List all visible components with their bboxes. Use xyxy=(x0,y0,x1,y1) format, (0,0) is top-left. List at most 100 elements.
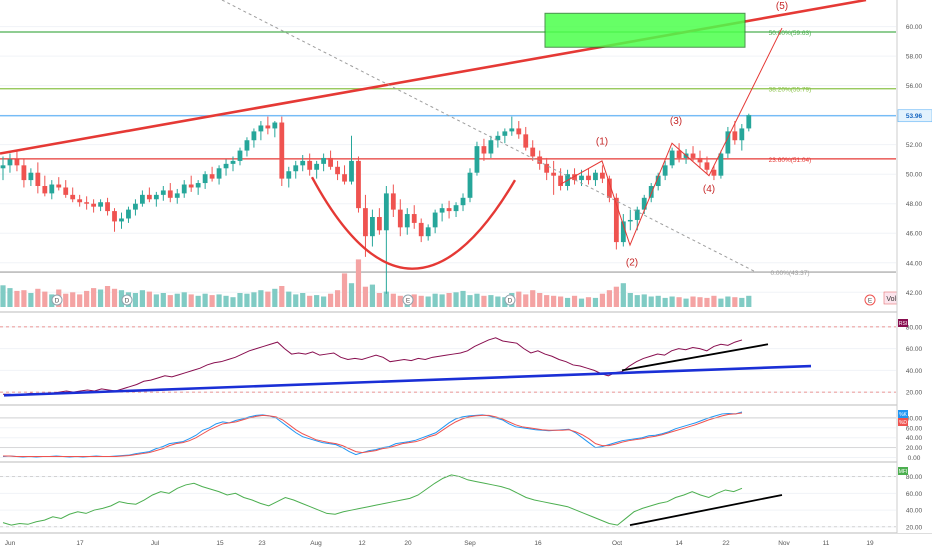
candle-body xyxy=(551,172,557,176)
volume-bar xyxy=(230,297,236,307)
candle-body xyxy=(77,199,83,203)
volume-bar xyxy=(209,295,215,307)
event-marker-circle[interactable] xyxy=(402,294,414,306)
volume-bar xyxy=(272,288,278,307)
axis-bg xyxy=(0,534,932,550)
candle-body xyxy=(279,122,285,179)
volume-bar xyxy=(84,290,90,307)
volume-bar xyxy=(697,297,703,307)
indicator-badge-label: RSI xyxy=(899,321,907,327)
candle-body xyxy=(349,160,354,182)
candle-body xyxy=(586,175,591,181)
volume-bar xyxy=(132,293,139,307)
candle-body xyxy=(363,208,368,237)
time-tick-label: 12 xyxy=(358,540,366,547)
last-price-label: 53.96 xyxy=(906,113,923,120)
time-tick-label: Aug xyxy=(310,540,322,547)
candle-body xyxy=(523,134,529,148)
candle-body xyxy=(230,160,236,164)
candle-body xyxy=(7,159,13,166)
volume-bar xyxy=(118,290,125,307)
indicator-badge-label: MFI xyxy=(899,469,908,475)
candle-body xyxy=(28,172,34,181)
volume-bar xyxy=(28,293,34,307)
volume-bar xyxy=(97,289,104,307)
mfi-pane xyxy=(0,474,896,528)
event-marker-circle[interactable] xyxy=(51,294,63,306)
candle-body xyxy=(704,162,710,170)
volume-bar xyxy=(411,294,417,307)
candle-body xyxy=(474,146,480,173)
candle-body xyxy=(84,202,90,204)
indicator-badge xyxy=(898,418,908,426)
volume-bar xyxy=(432,293,438,307)
candle-body xyxy=(662,165,668,176)
wave-label: (2) xyxy=(626,258,638,269)
event-marker[interactable]: D xyxy=(504,294,516,306)
candle-body xyxy=(202,174,208,184)
event-marker-circle[interactable] xyxy=(504,294,516,306)
candle-body xyxy=(516,128,522,135)
volume-bar xyxy=(516,291,522,307)
candle-body xyxy=(669,150,675,166)
candle-body xyxy=(314,163,320,170)
event-marker-circle[interactable] xyxy=(121,294,133,306)
candle-body xyxy=(746,115,752,129)
candle-body xyxy=(105,202,110,212)
volume-bar xyxy=(683,298,689,307)
event-marker[interactable]: E xyxy=(864,294,876,306)
candle-body xyxy=(453,205,459,212)
candle-body xyxy=(390,193,396,210)
volume-bar xyxy=(293,294,299,307)
volume-bar xyxy=(63,293,69,307)
volume-bar xyxy=(181,292,187,307)
price-axis[interactable]: 60.0058.0056.0054.0052.0050.0048.0046.00… xyxy=(896,0,932,533)
volume-bar xyxy=(669,296,675,307)
indicator-tick-label: 40.00 xyxy=(906,368,923,375)
rsi-divergence-line xyxy=(621,343,769,372)
volume-bar xyxy=(0,285,6,307)
last-price-badge xyxy=(897,109,932,123)
candle-body xyxy=(711,169,717,176)
time-axis[interactable]: Jun 17 Jul 15 23 Aug 12 20 Sep 16 Oct 14 22 Nov 11 19 xyxy=(0,534,932,550)
event-marker[interactable]: E xyxy=(402,294,414,306)
candle-body xyxy=(725,131,731,154)
candle-body xyxy=(558,175,563,186)
volume-bar xyxy=(327,293,334,307)
event-marker-circle[interactable] xyxy=(864,294,876,306)
indicator-badge xyxy=(898,319,908,327)
price-tick-label: 50.00 xyxy=(906,172,923,179)
time-tick-label: Jul xyxy=(151,540,160,547)
volume-bar xyxy=(397,295,403,307)
candle-body xyxy=(460,197,466,206)
volume-bar xyxy=(732,297,738,307)
volume-bar xyxy=(648,296,654,307)
volume-bar xyxy=(383,291,389,307)
candle-body xyxy=(495,135,501,141)
volume-bar xyxy=(585,297,592,307)
volume-bar xyxy=(334,290,341,307)
candle-body xyxy=(537,156,543,164)
volume-bar xyxy=(300,293,306,307)
candle-body xyxy=(579,175,584,181)
candle-body xyxy=(223,163,229,169)
indicator-tick-label: 40.00 xyxy=(906,508,923,515)
event-marker[interactable]: D xyxy=(121,294,133,306)
price-pane-bg xyxy=(0,0,896,310)
indicator-tick-label: 40.00 xyxy=(906,435,923,442)
candle-body xyxy=(544,163,550,173)
volume-bar xyxy=(551,295,557,307)
axis-bg xyxy=(897,0,932,533)
event-marker[interactable]: D xyxy=(51,294,63,306)
volume-bars xyxy=(0,259,752,307)
volume-bar xyxy=(265,291,271,307)
candle-body xyxy=(321,157,327,164)
volume-bar xyxy=(488,295,494,307)
volume-bar xyxy=(195,295,201,307)
candle-body xyxy=(620,221,626,243)
indicator-tick-label: 60.00 xyxy=(906,425,923,432)
price-tick-label: 44.00 xyxy=(906,260,923,267)
price-tick-label: 56.00 xyxy=(906,83,923,90)
